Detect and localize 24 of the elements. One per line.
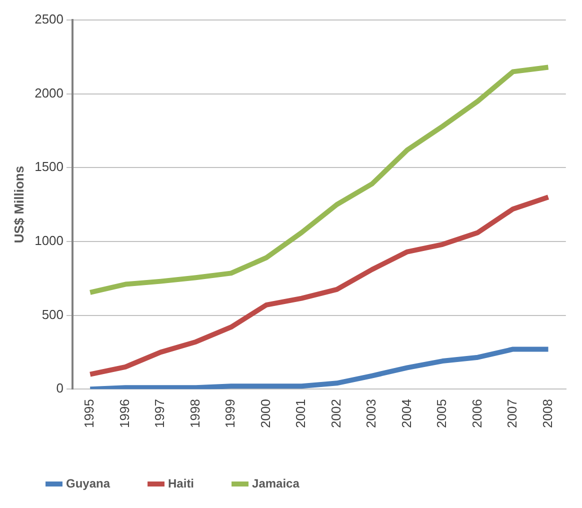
- y-tick-label: 2500: [34, 12, 64, 27]
- x-tick-label: 1996: [116, 399, 132, 428]
- legend-label: Guyana: [66, 476, 110, 490]
- x-tick-label: 2007: [504, 399, 520, 428]
- x-tick-label: 1995: [82, 399, 97, 428]
- legend-label: Haiti: [168, 476, 194, 490]
- x-tick-label: 1999: [222, 399, 238, 428]
- legend-label: Jamaica: [252, 476, 300, 490]
- x-tick-label: 2003: [364, 399, 379, 428]
- x-tick-label: 2001: [293, 399, 308, 428]
- x-tick-label: 2004: [398, 399, 414, 428]
- y-tick-label: 1000: [34, 233, 64, 248]
- x-tick-label: 2006: [469, 399, 484, 428]
- y-tick-label: 500: [42, 306, 64, 322]
- x-tick-label: 1997: [152, 399, 168, 428]
- x-tick-label: 2005: [434, 399, 450, 428]
- y-axis-title: US$ Millions: [11, 166, 26, 244]
- y-tick-label: 0: [56, 380, 64, 396]
- x-tick-label: 1998: [187, 399, 202, 428]
- y-tick-label: 1500: [34, 159, 64, 174]
- x-tick-label: 2002: [328, 399, 344, 428]
- y-tick-label: 2000: [34, 85, 64, 100]
- x-tick-label: 2000: [258, 399, 273, 428]
- x-tick-label: 2008: [540, 399, 555, 428]
